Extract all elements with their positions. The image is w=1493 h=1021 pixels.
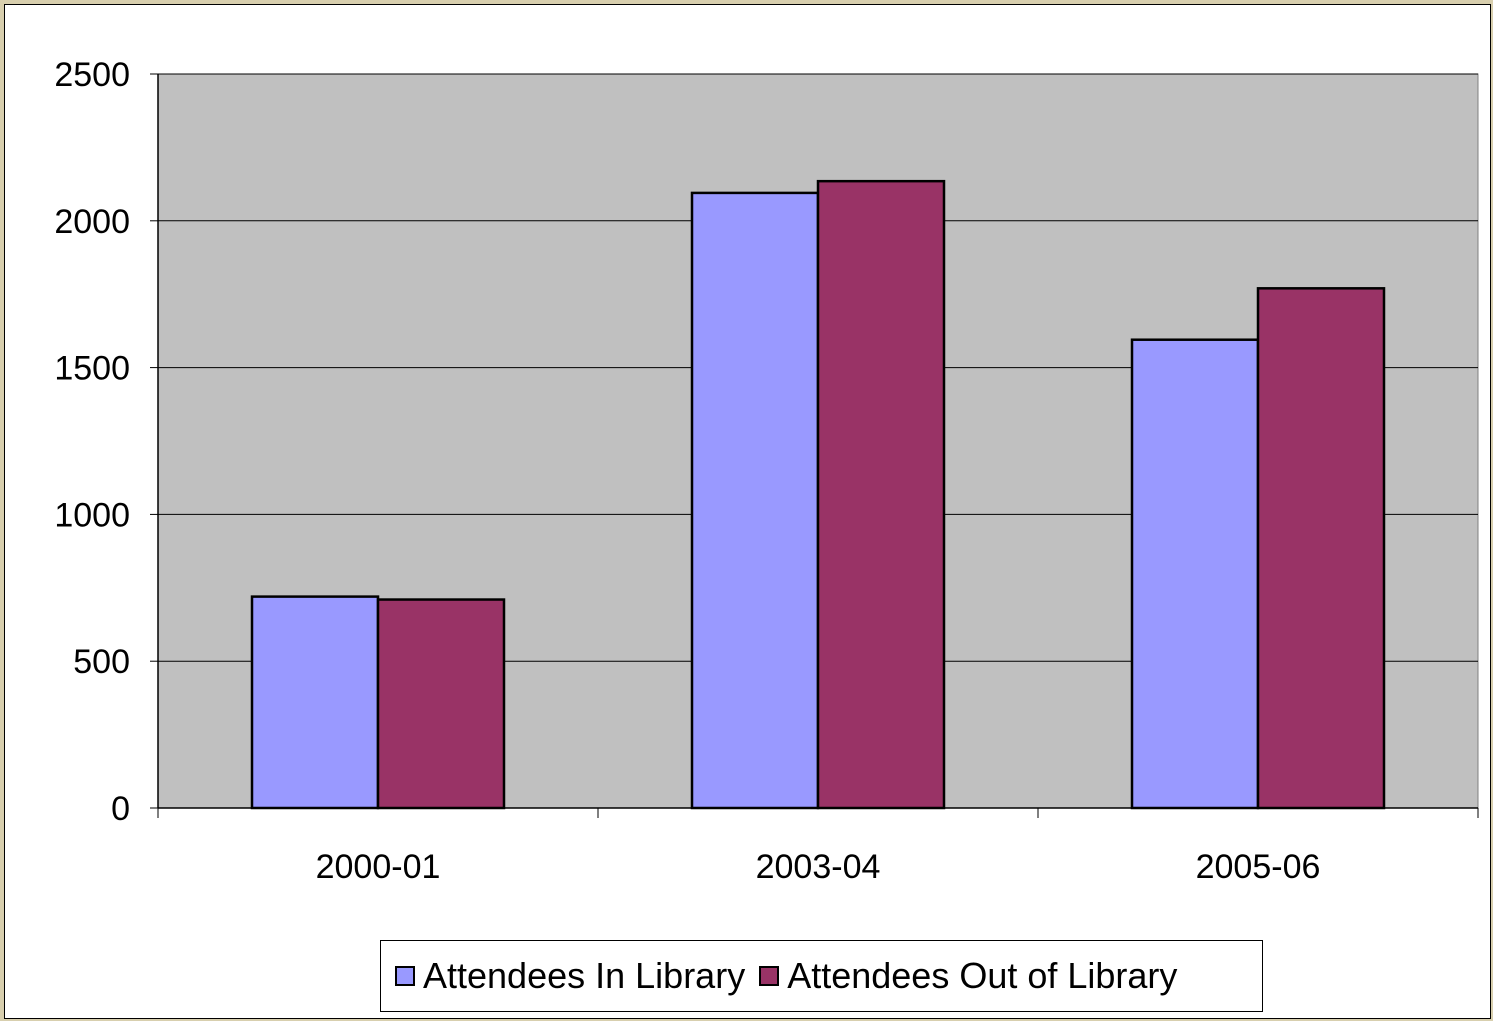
- bar: [1256, 287, 1386, 810]
- x-tick-label: 2003-04: [756, 848, 881, 886]
- y-tick-label: 1500: [54, 350, 130, 388]
- legend: Attendees In Library Attendees Out of Li…: [380, 940, 1263, 1012]
- legend-label-in-library: Attendees In Library: [423, 955, 746, 996]
- legend-item-in-library: Attendees In Library: [395, 955, 745, 997]
- x-tick-label: 2005-06: [1196, 848, 1321, 886]
- bar: [1130, 338, 1260, 810]
- bar: [250, 595, 380, 810]
- legend-swatch-out-of-library: [759, 966, 780, 986]
- bar: [690, 191, 820, 810]
- y-tick-label: 0: [111, 790, 130, 828]
- y-tick-label: 2500: [54, 56, 130, 94]
- y-tick-label: 2000: [54, 203, 130, 241]
- legend-item-out-of-library: Attendees Out of Library: [759, 955, 1177, 997]
- y-tick-label: 1000: [54, 496, 130, 534]
- x-tick-label: 2000-01: [316, 848, 441, 886]
- y-tick-label: 500: [73, 643, 130, 681]
- bar: [376, 598, 506, 810]
- bar: [816, 179, 946, 810]
- legend-swatch-in-library: [395, 966, 415, 986]
- legend-label-out-of-library: Attendees Out of Library: [787, 955, 1178, 996]
